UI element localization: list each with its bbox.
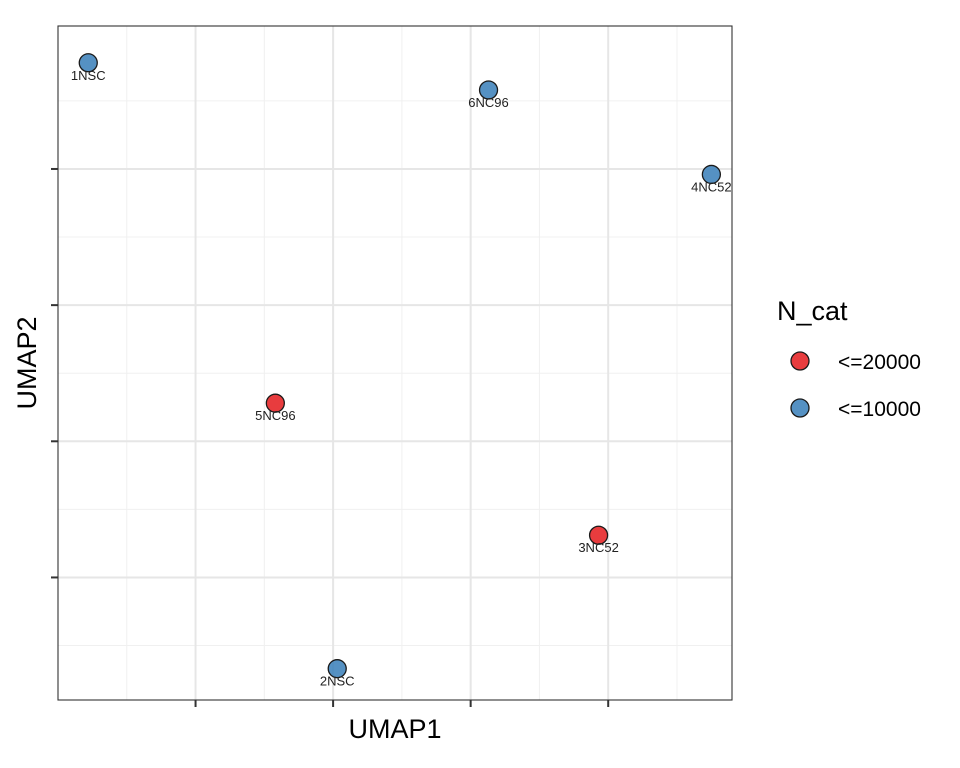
axis-ticks: [51, 167, 610, 707]
data-point-2nsc: [327, 659, 347, 679]
data-point-4nc52: [701, 164, 722, 185]
plot-panel-border: [57, 25, 733, 701]
point-label-5nc96: 5NC96: [255, 408, 295, 423]
x-axis-title: UMAP1: [348, 714, 441, 744]
point-label-3nc52: 3NC52: [578, 540, 618, 555]
point-label-4nc52: 4NC52: [691, 179, 731, 194]
legend-label-2: <=10000: [838, 398, 921, 421]
point-label-6nc96: 6NC96: [468, 95, 508, 110]
point-label-1nsc: 1NSC: [71, 68, 106, 83]
minor-gridlines: [58, 26, 732, 700]
point-label-2nsc: 2NSC: [320, 674, 355, 689]
legend-label-1: <=20000: [838, 351, 921, 374]
legend-entries: <=20000 <=10000: [790, 351, 921, 421]
data-point-5nc96: [265, 393, 285, 413]
legend: N_cat <=20000 <=10000: [777, 296, 921, 421]
plot-panel-background: [58, 26, 732, 700]
legend-key-2: [790, 398, 810, 418]
y-axis-title: UMAP2: [12, 316, 42, 409]
data-point-6nc96: [478, 80, 499, 100]
legend-title: N_cat: [777, 296, 848, 326]
legend-key-1: [790, 351, 810, 371]
data-points: 1NSC 6NC96 4NC52 5NC96 3NC52 2NSC: [71, 53, 732, 689]
data-point-3nc52: [588, 525, 609, 545]
data-point-1nsc: [78, 53, 98, 73]
major-gridlines: [58, 26, 732, 700]
